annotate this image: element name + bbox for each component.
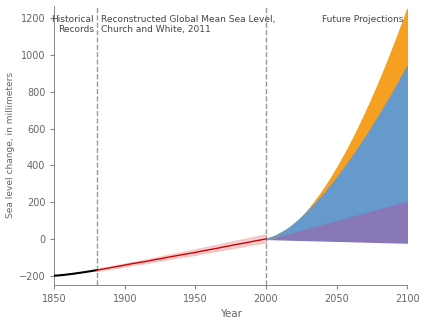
Text: Future Projections: Future Projections bbox=[323, 15, 404, 24]
X-axis label: Year: Year bbox=[220, 309, 242, 319]
Y-axis label: Sea level change, in millimeters: Sea level change, in millimeters bbox=[6, 72, 14, 218]
Text: Reconstructed Global Mean Sea Level,
Church and White, 2011: Reconstructed Global Mean Sea Level, Chu… bbox=[101, 15, 275, 34]
Text: Historical
Records: Historical Records bbox=[51, 15, 94, 34]
